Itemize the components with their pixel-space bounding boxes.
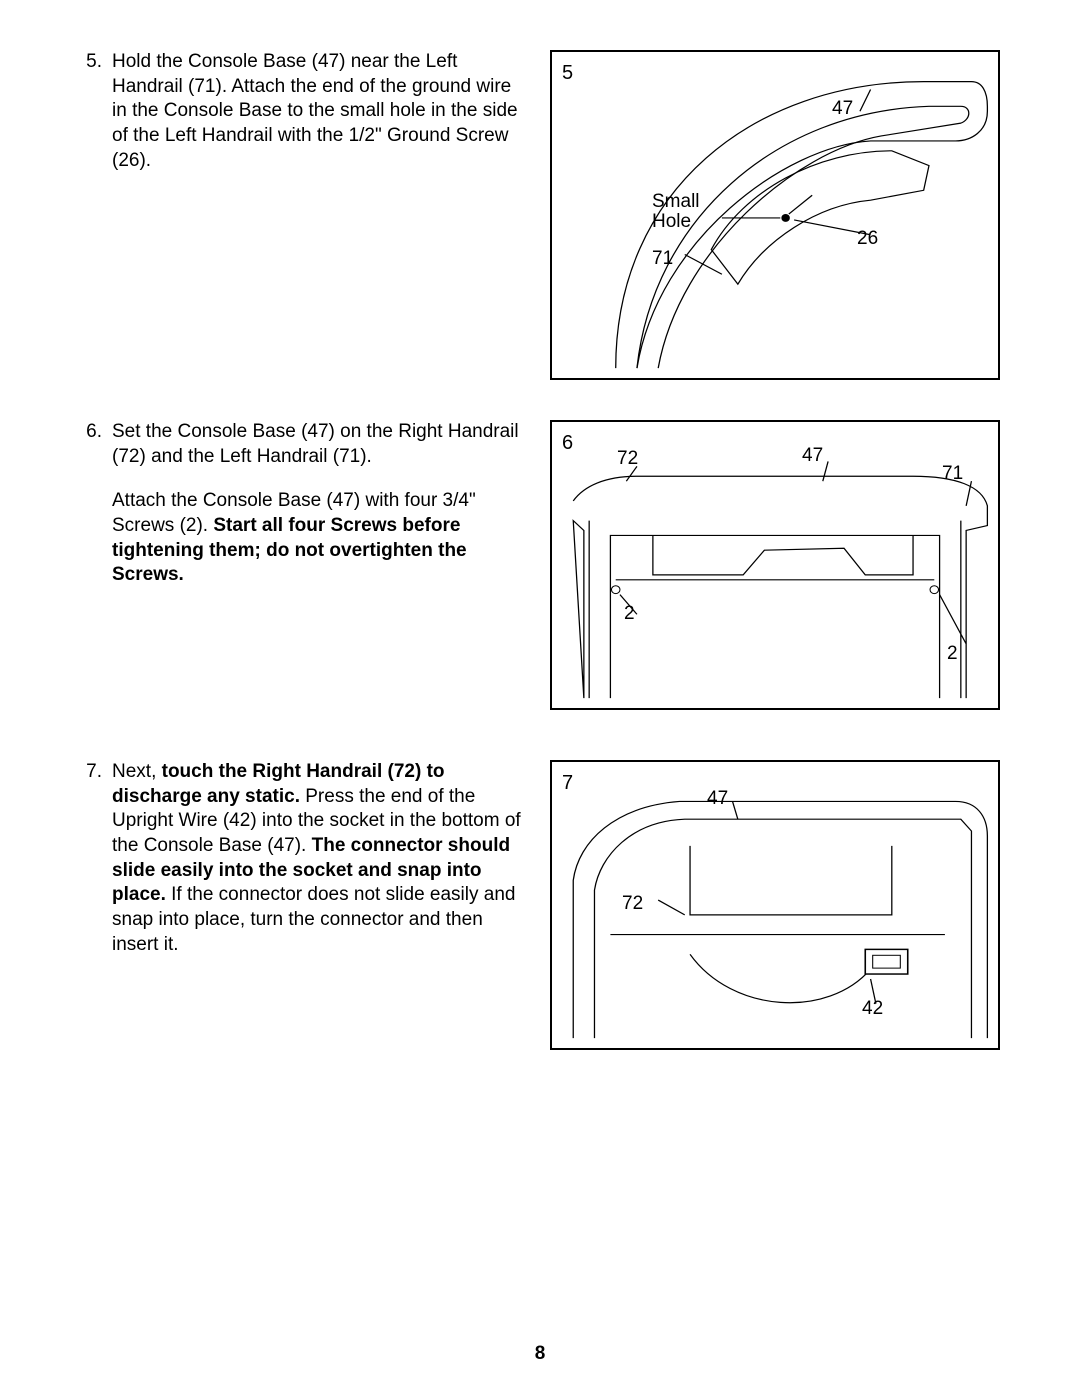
step-7-body: Next, touch the Right Handrail (72) to d… [112, 760, 530, 1060]
fig6-label-2a: 2 [624, 602, 635, 627]
step-5-row: 5. Hold the Console Base (47) near the L… [80, 50, 1000, 380]
fig6-label-72: 72 [617, 447, 638, 472]
step-6-row: 6. Set the Console Base (47) on the Righ… [80, 420, 1000, 720]
step-7-text: 7. Next, touch the Right Handrail (72) t… [80, 760, 530, 1060]
step-7-para-1: Next, touch the Right Handrail (72) to d… [112, 760, 530, 958]
step-5-para-1: Hold the Console Base (47) near the Left… [112, 50, 530, 173]
step-7-row: 7. Next, touch the Right Handrail (72) t… [80, 760, 1000, 1060]
fig7-label-42: 42 [862, 997, 883, 1022]
step-6-body: Set the Console Base (47) on the Right H… [112, 420, 530, 720]
step-6-para-1: Set the Console Base (47) on the Right H… [112, 420, 530, 469]
figure-7-diagram [552, 762, 998, 1048]
figure-6: 6 72 47 71 2 2 [550, 420, 1000, 710]
fig7-label-47: 47 [707, 787, 728, 812]
step-6-number: 6. [80, 420, 102, 720]
step-5-text: 5. Hold the Console Base (47) near the L… [80, 50, 530, 380]
fig6-label-71: 71 [942, 462, 963, 487]
fig5-label-hole: Hole [652, 210, 691, 235]
fig6-label-47: 47 [802, 444, 823, 469]
fig5-label-71: 71 [652, 247, 673, 272]
fig5-label-47: 47 [832, 97, 853, 122]
step-5-body: Hold the Console Base (47) near the Left… [112, 50, 530, 380]
fig5-label-26: 26 [857, 227, 878, 252]
step-6-para-2: Attach the Console Base (47) with four 3… [112, 489, 530, 588]
step-7-number: 7. [80, 760, 102, 1060]
page-number: 8 [0, 1342, 1080, 1367]
figure-5-diagram [552, 52, 998, 378]
step-5-number: 5. [80, 50, 102, 380]
fig7-label-72: 72 [622, 892, 643, 917]
figure-7: 7 47 72 42 [550, 760, 1000, 1050]
step-6-text: 6. Set the Console Base (47) on the Righ… [80, 420, 530, 720]
fig6-label-2b: 2 [947, 642, 958, 667]
figure-5: 5 47 Small Hole 26 71 [550, 50, 1000, 380]
